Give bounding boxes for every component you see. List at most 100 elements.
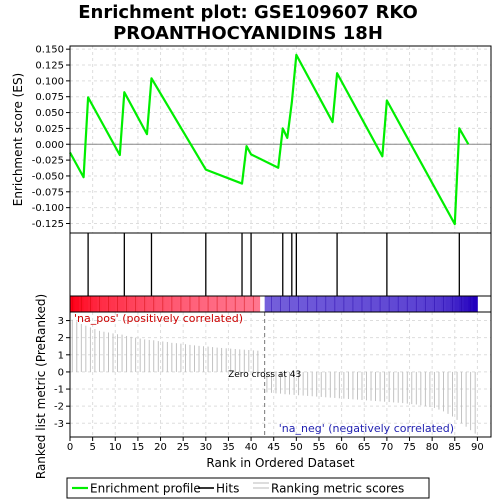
xtick-label-15: 75 [403,442,416,453]
chart-title-line-1: Enrichment plot: GSE109607 RKO [78,2,418,23]
zero-cross-label: Zero cross at 43 [228,370,301,380]
rank-ytick-label-0: 3 [58,316,64,327]
rank-ytick-label-4: -1 [54,385,64,396]
xtick-label-2: 10 [109,442,122,453]
rank-ytick-label-5: -2 [54,402,64,413]
heat-cell-15 [137,296,143,312]
heat-cell-31 [210,296,216,312]
heat-cell-65 [364,296,370,312]
heat-cell-33 [219,296,225,312]
xtick-label-10: 50 [290,442,303,453]
xtick-label-8: 40 [245,442,258,453]
heat-cell-71 [391,296,397,312]
heat-cell-73 [400,296,406,312]
rank-ytick-label-2: 1 [58,350,64,361]
es-y-axis-label: Enrichment score (ES) [11,73,25,206]
xtick-label-17: 85 [448,442,461,453]
xtick-label-11: 55 [313,442,326,453]
heat-cell-87 [463,296,469,312]
heat-cell-59 [337,296,343,312]
heat-cell-13 [128,296,134,312]
heat-cell-49 [291,296,297,312]
es-ytick-label-7: -0.025 [32,156,64,167]
positive-correlation-label: 'na_pos' (positively correlated) [74,312,243,325]
negative-correlation-label: 'na_neg' (negatively correlated) [279,422,454,435]
es-ytick-label-9: -0.075 [32,187,64,198]
heat-cell-55 [318,296,324,312]
heat-cell-89 [472,296,478,312]
heat-cell-77 [418,296,424,312]
es-ytick-label-0: 0.150 [35,45,64,56]
heat-cell-41 [255,296,261,312]
heat-cell-5 [92,296,98,312]
hits-panel [69,232,492,297]
heat-cell-3 [83,296,89,312]
rank-ytick-label-1: 2 [58,333,64,344]
heat-cell-57 [328,296,333,312]
es-ytick-label-2: 0.100 [35,76,64,87]
enrichment-score-panel: 0.150 0.125 0.100 0.075 0.050 0.025 0.000 -0.02… [11,45,492,234]
legend-box [66,477,430,499]
heat-cell-67 [373,296,379,312]
heat-cell-25 [183,296,189,312]
rank-ytick-label-6: -3 [54,419,64,430]
heat-cell-37 [237,296,243,312]
legend-label-2: Ranking metric scores [271,482,404,496]
chart-title-line-2: PROANTHOCYANIDINS 18H [113,23,383,44]
xtick-label-3: 15 [132,442,145,453]
es-ytick-label-6: 0.000 [35,140,64,151]
heat-cell-35 [228,296,234,312]
xtick-label-6: 30 [199,442,212,453]
heat-cell-79 [427,296,433,312]
es-ytick-label-10: -0.100 [32,203,64,214]
xtick-label-14: 70 [381,442,394,453]
heat-cell-75 [409,296,415,312]
xtick-label-5: 25 [177,442,190,453]
heat-cell-51 [300,296,306,312]
legend-label-0: Enrichment profile [90,482,201,496]
x-axis-label: Rank in Ordered Dataset [206,456,354,470]
enrichment-profile-line [69,53,470,226]
xtick-label-18: 90 [471,442,484,453]
ranking-panel-frame [69,311,492,438]
rank-color-bar [69,295,492,313]
xtick-label-0: 0 [67,442,73,453]
heat-cell-43 [264,296,270,312]
heat-cell-1 [74,296,80,312]
heat-cell-21 [165,296,170,312]
xtick-label-7: 35 [222,442,235,453]
heat-cell-47 [282,296,288,312]
es-ytick-label-4: 0.050 [35,108,64,119]
es-ytick-label-3: 0.075 [35,92,64,103]
heat-cell-42 [260,296,266,312]
heat-cell-9 [110,296,116,312]
es-ytick-label-1: 0.125 [35,61,64,72]
heat-cell-45 [273,296,279,312]
heat-cell-53 [309,296,315,312]
es-ytick-label-5: 0.025 [35,124,64,135]
x-axis: 0 5 10 15 20 25 30 35 40 45 50 55 60 65 70 75 80 85 90 Rank… [67,437,484,470]
heat-cell-81 [436,296,442,312]
heat-cell-29 [201,296,207,312]
ranking-y-axis-label: Ranked list metric (PreRanked) [34,294,48,479]
heat-cell-19 [156,296,161,312]
heat-cell-11 [119,296,125,312]
heat-cell-63 [355,296,361,312]
heat-cell-7 [101,296,107,312]
heat-cell-17 [146,296,152,312]
heat-cell-61 [346,296,352,312]
legend-label-1: Hits [216,482,239,496]
xtick-label-13: 65 [358,442,371,453]
heat-cell-39 [246,296,252,312]
rank-ytick-label-3: 0 [58,367,64,378]
heat-cell-27 [192,296,198,312]
xtick-label-1: 5 [89,442,95,453]
es-ytick-label-8: -0.050 [32,171,64,182]
heat-cell-85 [454,296,460,312]
legend: Enrichment profile Hits Ranking metric sco… [66,477,430,499]
xtick-label-9: 45 [267,442,280,453]
heat-cell-83 [445,296,451,312]
